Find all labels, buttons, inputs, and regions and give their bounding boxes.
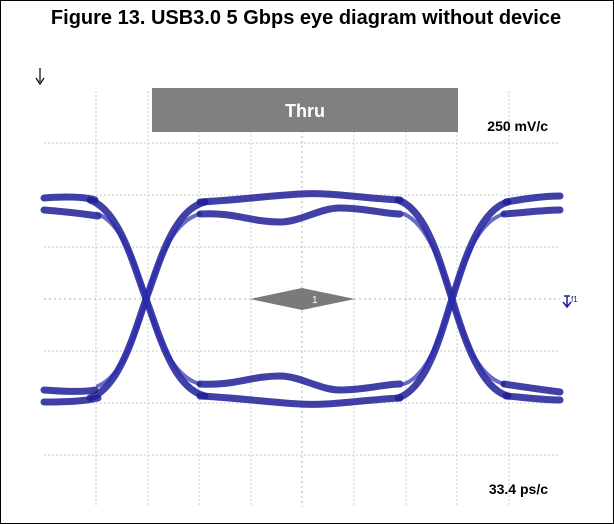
trigger-marker — [562, 295, 572, 309]
vertical-scale: 250 mV/c — [487, 118, 548, 134]
eye-traces — [40, 190, 564, 408]
eye-mask — [250, 288, 355, 310]
mask-label: 1 — [312, 295, 318, 306]
horizontal-scale: 33.4 ps/c — [489, 481, 548, 497]
arrow-icon — [35, 68, 45, 86]
label-box — [152, 88, 458, 132]
label-text: Thru — [285, 101, 325, 121]
figure-title: Figure 13. USB3.0 5 Gbps eye diagram wit… — [50, 7, 562, 29]
trigger-label: f1 — [571, 295, 578, 304]
